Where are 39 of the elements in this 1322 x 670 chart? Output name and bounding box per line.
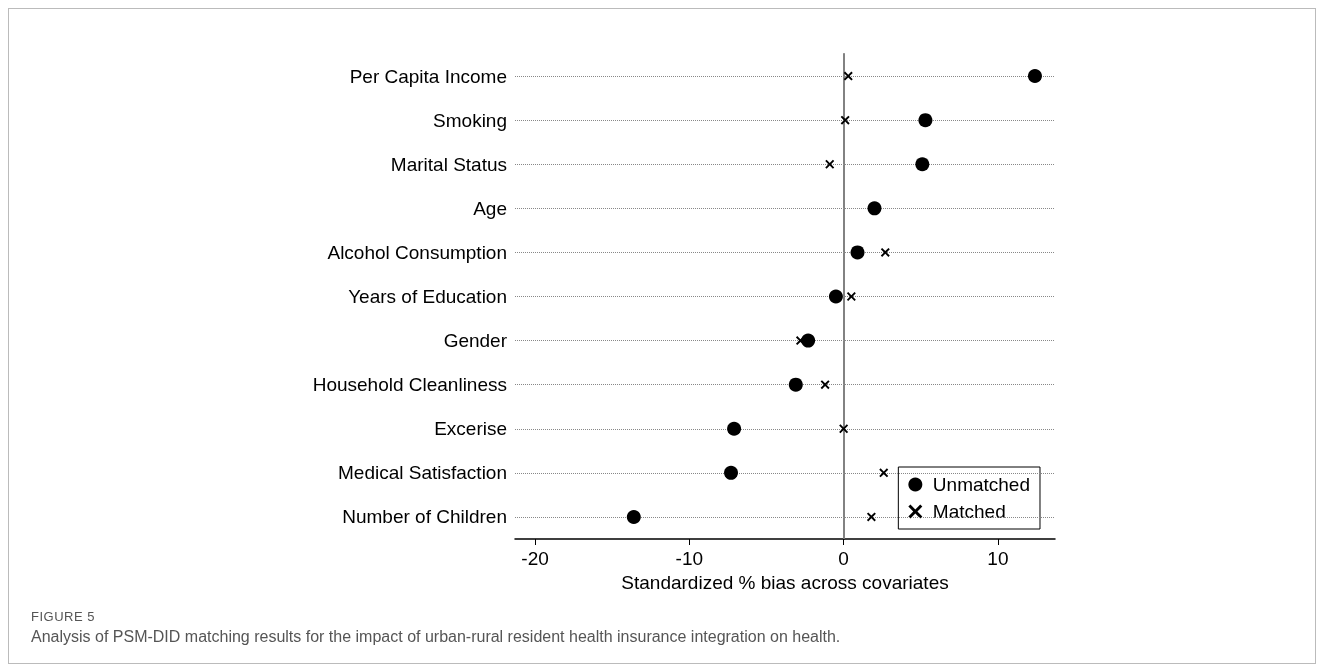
text: Analysis of PSM-DID matching results for the impact of urban-rural resident health insurance integration on health. (31, 628, 842, 646)
y-tick-label: Alcohol Consumption (327, 241, 507, 263)
point (918, 113, 933, 128)
point (843, 71, 853, 81)
y-tick-label: Gender (443, 330, 508, 352)
point (820, 380, 830, 390)
y-tick-label: Excerise (434, 418, 507, 440)
point (840, 115, 850, 125)
x-tick-label: -10 (675, 548, 704, 569)
y-tick-label: Household Cleanliness (312, 374, 507, 396)
legend-label: Matched (932, 501, 1006, 522)
point (788, 377, 803, 392)
y-tick-label: Medical Satisfaction (338, 462, 507, 484)
legend-label: Unmatched (932, 474, 1031, 495)
point (724, 465, 738, 480)
point (828, 289, 843, 304)
point (825, 159, 835, 169)
point (915, 157, 930, 172)
x-tick-label: 0 (838, 548, 849, 569)
point (850, 245, 865, 260)
point (839, 424, 849, 434)
y-tick-label: Age (473, 197, 507, 219)
y-tick-label: Smoking (433, 109, 507, 131)
point (879, 468, 889, 478)
x-axis-title: Standardized % bias across covariates (621, 571, 949, 593)
point (867, 201, 882, 216)
y-tick-label: Per Capita Income (349, 65, 507, 87)
point (866, 512, 876, 522)
y-tick-label: Years of Education (348, 286, 507, 307)
point (880, 247, 890, 257)
y-tick-label: Marital Status (390, 153, 507, 175)
point (1027, 69, 1042, 84)
point (846, 292, 856, 301)
x-tick-label: 10 (987, 548, 1009, 569)
y-tick-label: Number of Children (342, 506, 507, 528)
caption: FIGURE 5 (31, 609, 96, 624)
point (727, 421, 742, 436)
point (626, 509, 641, 524)
x-tick-label: -20 (521, 548, 549, 569)
